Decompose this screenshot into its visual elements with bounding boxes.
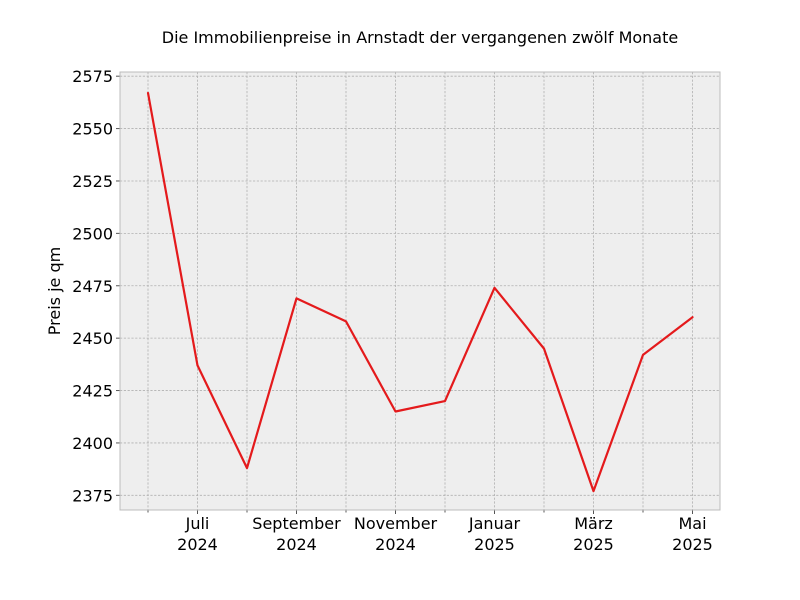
- x-tick-label-month: Juli: [185, 514, 210, 533]
- x-tick-label-year: 2025: [672, 535, 713, 554]
- y-tick-labels: 2375 2400 2425 2450 2475 2500 2525 2550 2575: [72, 67, 113, 505]
- y-axis: Preis je qm: [45, 247, 64, 335]
- x-tick-label-year: 2024: [375, 535, 416, 554]
- y-tick-label: 2475: [72, 277, 113, 296]
- y-tick-label: 2375: [72, 486, 113, 505]
- y-tick-label: 2425: [72, 382, 113, 401]
- price-series-line: [146, 91, 694, 493]
- y-axis-label: Preis je qm: [45, 247, 64, 335]
- y-tick-label: 2550: [72, 120, 113, 139]
- x-tick-labels: Juli 2024 September 2024 November 2024 Januar 2…: [177, 514, 713, 554]
- x-tick-label-month: März: [574, 514, 613, 533]
- y-tick-label: 2525: [72, 172, 113, 191]
- x-tick-label-month: Januar: [468, 514, 521, 533]
- series-layer: [146, 91, 694, 493]
- x-tick-label-month: November: [354, 514, 438, 533]
- x-tick-label-year: 2025: [474, 535, 515, 554]
- y-tick-label: 2500: [72, 224, 113, 243]
- x-tick-label-year: 2025: [573, 535, 614, 554]
- x-tick-label-month: September: [252, 514, 341, 533]
- chart-title: Die Immobilienpreise in Arnstadt der ver…: [162, 28, 678, 47]
- x-tick-label-year: 2024: [177, 535, 218, 554]
- x-tick-label-month: Mai: [678, 514, 706, 533]
- plot-frame: [119, 71, 721, 511]
- x-tick-label-year: 2024: [276, 535, 317, 554]
- y-tick-label: 2400: [72, 434, 113, 453]
- plot-area: [120, 72, 720, 510]
- y-tick-label: 2450: [72, 329, 113, 348]
- grid: [120, 72, 720, 510]
- y-tick-label: 2575: [72, 67, 113, 86]
- axis-ticks: [116, 75, 693, 514]
